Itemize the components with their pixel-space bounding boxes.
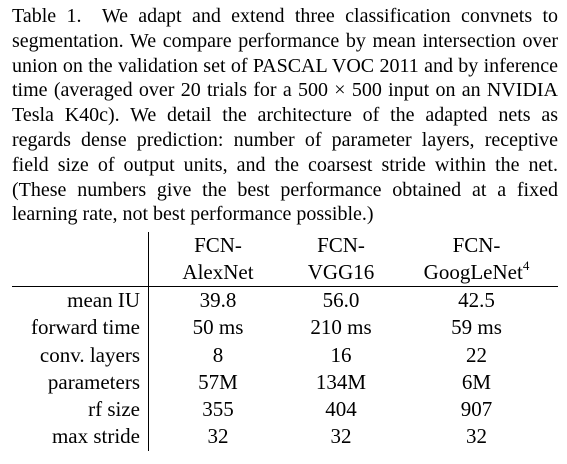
table-cell: 355 [202, 397, 234, 422]
row-label: mean IU [12, 286, 149, 315]
caption-label: Table 1. [12, 5, 82, 27]
table-header-row-2: AlexNet VGG16 GoogLeNet4 [12, 259, 558, 287]
table-cell: 22 [466, 342, 487, 367]
table-cell: 8 [212, 342, 224, 367]
table-row: rf size 355 404 907 [12, 396, 558, 424]
table-cell: 907 [460, 397, 493, 422]
table-cell: 134M [315, 369, 367, 394]
header-fcn-googlenet-line2: GoogLeNet4 [395, 259, 558, 287]
table-cell: 32 [466, 424, 487, 449]
table-header-row-1: FCN- FCN- FCN- [12, 232, 558, 259]
table-cell: 16 [330, 342, 352, 367]
table-cell: 39.8 [148, 286, 287, 315]
row-label: conv. layers [12, 341, 149, 369]
footnote-marker: 4 [522, 258, 530, 273]
table-row: max stride 32 32 32 [12, 423, 558, 451]
row-label: rf size [12, 396, 149, 424]
table-cell: 210 ms [310, 315, 372, 340]
row-label: parameters [12, 368, 149, 397]
caption-text: We adapt and extend three classification… [12, 5, 558, 226]
table-cell-best: 56.0 [287, 286, 395, 315]
table-cell: 6M [461, 369, 492, 394]
header-fcn-vgg16-line2: VGG16 [307, 260, 375, 284]
header-googlenet-name: GoogLeNet [423, 260, 523, 284]
header-empty-cell [12, 232, 149, 259]
table-row: forward time 50 ms 210 ms 59 ms [12, 314, 558, 342]
header-fcn-alexnet-line2: AlexNet [182, 260, 254, 284]
row-label: max stride [12, 423, 149, 451]
table-cell: 42.5 [395, 286, 558, 315]
header-fcn-vgg16-line1: FCN- [317, 233, 365, 257]
table-row: parameters 57M 134M 6M [12, 368, 558, 397]
table-cell: 50 ms [192, 315, 244, 340]
row-label: forward time [12, 314, 149, 342]
table-row: conv. layers 8 16 22 [12, 341, 558, 369]
table-cell: 57M [198, 369, 238, 394]
header-empty-cell [12, 259, 149, 287]
results-table: FCN- FCN- FCN- AlexNet VGG16 GoogLeNet4 … [12, 232, 558, 451]
header-fcn-alexnet-line1: FCN- [194, 233, 242, 257]
header-fcn-googlenet-line1: FCN- [452, 233, 501, 257]
table-cell: 59 ms [451, 315, 502, 340]
table-row: mean IU 39.8 56.0 42.5 [12, 286, 558, 315]
table-cell: 404 [325, 397, 357, 422]
table-cell: 32 [330, 424, 352, 449]
table-cell: 32 [207, 424, 229, 449]
table-caption: Table 1. We adapt and extend three class… [12, 4, 558, 227]
